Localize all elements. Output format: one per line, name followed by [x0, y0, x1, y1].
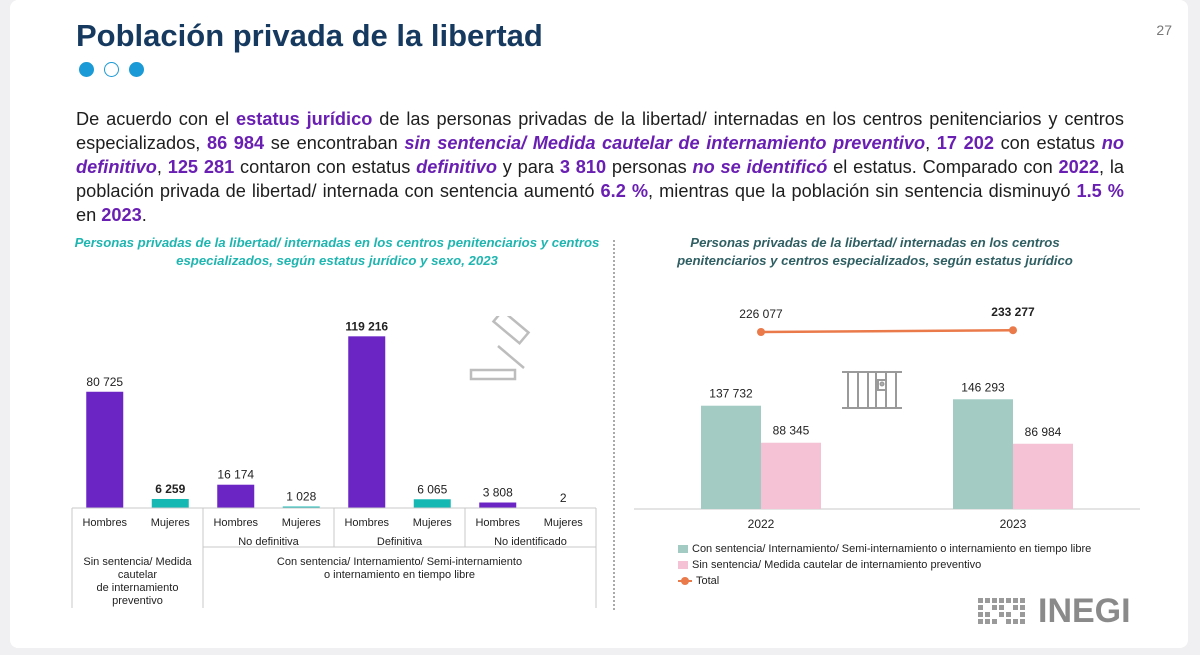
legend-line-swatch [678, 576, 692, 586]
right-bar-chart: 137 732 88 345 2022 146 293 86 984 2023 226 07… [634, 305, 1140, 531]
legend-label: Total [696, 575, 720, 587]
page-number: 27 [1156, 22, 1172, 38]
bar-value-label: 1 028 [286, 490, 316, 504]
bar-value-label: 88 345 [773, 424, 810, 438]
x-tick-label: 2023 [1000, 517, 1027, 531]
inegi-logo-text: INEGI [1038, 592, 1131, 630]
bar-value-label: 80 725 [86, 375, 123, 389]
bar-2023-1 [1013, 443, 1073, 509]
x-tick-label: Mujeres [413, 517, 453, 529]
group-label-sin-sentencia: cautelar [118, 569, 157, 581]
bar-6 [479, 502, 517, 508]
left-chart-title: Personas privadas de la libertad/ intern… [74, 235, 600, 268]
bar-3 [282, 506, 320, 508]
supergroup-label: Con sentencia/ Internamiento/ Semi-inter… [277, 556, 522, 568]
total-value-label: 226 077 [739, 307, 783, 321]
group-label-sin-sentencia: Sin sentencia/ Medida [83, 556, 192, 568]
page-title: Población privada de la libertad [76, 18, 543, 53]
dot-3 [129, 62, 144, 77]
bar-0 [86, 391, 124, 508]
slide: 27 Población privada de la libertad De a… [10, 0, 1188, 648]
jail-cell-icon [842, 371, 902, 409]
total-point [1009, 326, 1017, 335]
legend-label: Sin sentencia/ Medida cautelar de intern… [692, 559, 982, 571]
chart-divider [613, 240, 615, 610]
bar-value-label: 3 808 [483, 486, 513, 500]
bar-value-label: 119 216 [345, 319, 388, 333]
dot-2 [104, 62, 119, 77]
legend-swatch [678, 561, 688, 569]
x-tick-label: Hombres [213, 517, 258, 529]
bar-2022-1 [761, 442, 821, 509]
bar-value-label: 2 [560, 491, 567, 505]
left-bar-chart: 80 725 Hombres 6 259 Mujeres 16 174 Hombres 1 … [71, 319, 597, 608]
inegi-logo: INEGI [976, 592, 1131, 631]
slide-dots [79, 62, 144, 77]
summary-paragraph: De acuerdo con el estatus jurídico de la… [76, 109, 1125, 226]
x-tick-label: Mujeres [282, 517, 322, 529]
bar-value-label: 6 065 [417, 482, 447, 496]
x-tick-label: Hombres [475, 517, 520, 529]
group-label: No definitiva [238, 536, 299, 548]
group-label-sin-sentencia: de internamiento [97, 582, 179, 594]
x-tick-label: Hombres [344, 517, 389, 529]
group-label: Definitiva [377, 536, 423, 548]
legend-item-con-sentencia: Con sentencia/ Internamiento/ Semi-inter… [678, 541, 1091, 557]
dot-1 [79, 62, 94, 77]
bar-value-label: 16 174 [217, 468, 254, 482]
bar-2022-0 [701, 405, 761, 509]
x-tick-label: Hombres [82, 517, 127, 529]
group-label: No identificado [494, 536, 567, 548]
right-chart-legend: Con sentencia/ Internamiento/ Semi-inter… [678, 541, 1091, 589]
x-tick-label: Mujeres [544, 517, 584, 529]
bar-4 [348, 336, 386, 508]
supergroup-label: o internamiento en tiempo libre [324, 569, 475, 581]
x-tick-label: Mujeres [151, 517, 191, 529]
bar-value-label: 137 732 [709, 387, 753, 401]
inegi-logo-icon [978, 597, 1025, 624]
right-chart-title: Personas privadas de la libertad/ intern… [677, 235, 1073, 268]
legend-item-total: Total [678, 573, 1091, 589]
bar-5 [413, 499, 451, 508]
bar-2 [217, 484, 255, 508]
bar-value-label: 6 259 [155, 482, 185, 496]
total-line [760, 328, 1014, 334]
bar-value-label: 146 293 [961, 380, 1005, 394]
bar-2023-0 [953, 399, 1013, 509]
legend-item-sin-sentencia: Sin sentencia/ Medida cautelar de intern… [678, 557, 1091, 573]
legend-swatch [678, 545, 688, 553]
legend-label: Con sentencia/ Internamiento/ Semi-inter… [692, 543, 1092, 555]
bar-value-label: 86 984 [1025, 425, 1062, 439]
x-tick-label: 2022 [748, 517, 775, 531]
total-value-label: 233 277 [991, 305, 1035, 319]
bar-1 [151, 498, 189, 508]
group-label-sin-sentencia: preventivo [112, 595, 163, 607]
total-point [757, 328, 765, 336]
gavel-icon [469, 316, 531, 381]
